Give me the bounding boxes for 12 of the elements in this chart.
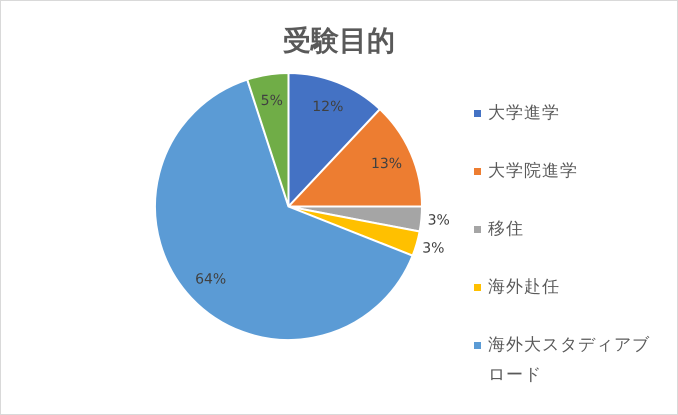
data-label: 3% bbox=[428, 212, 450, 229]
data-label: 12% bbox=[312, 99, 344, 116]
legend-label: 海外赴任 bbox=[488, 276, 561, 299]
data-label: 13% bbox=[370, 156, 402, 172]
legend-label: 大学進学 bbox=[488, 102, 561, 125]
data-label: 64% bbox=[195, 272, 226, 288]
legend-label: 海外大スタディアブロード bbox=[488, 334, 651, 387]
data-label: 5% bbox=[260, 93, 283, 110]
legend-label: 移住 bbox=[488, 218, 525, 241]
chart-title: 受験目的 bbox=[282, 23, 396, 59]
data-label: 3% bbox=[422, 240, 444, 257]
legend-label: 大学院進学 bbox=[488, 160, 579, 183]
